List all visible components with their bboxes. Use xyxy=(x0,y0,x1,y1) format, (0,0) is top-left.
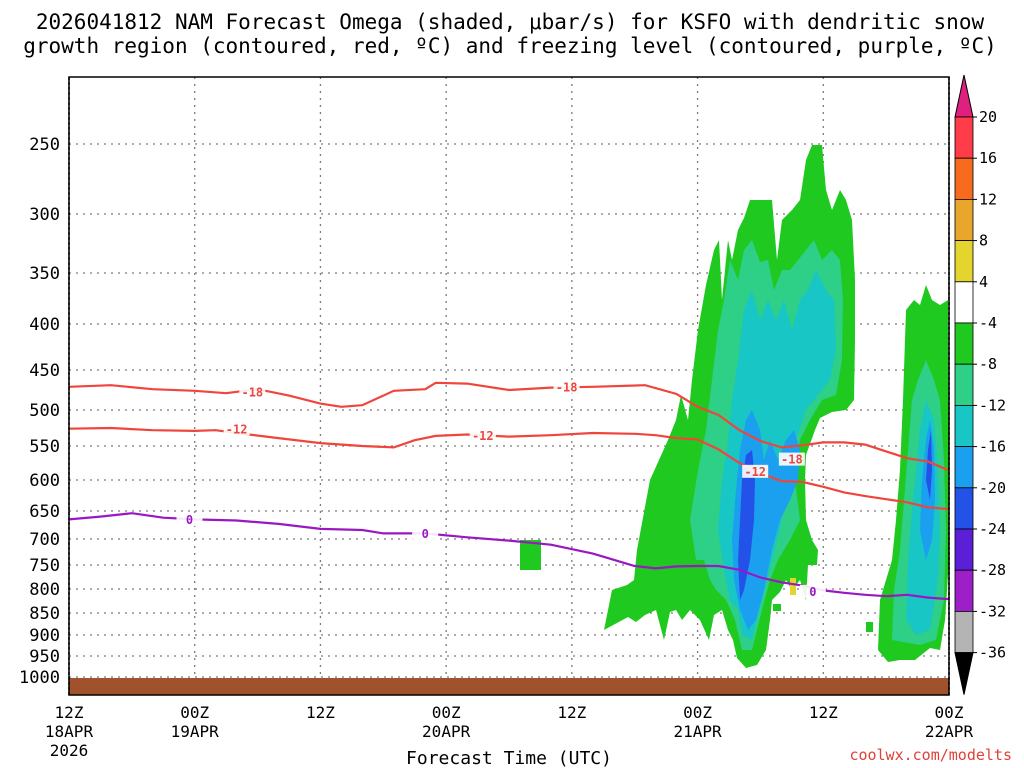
colorbar-swatch-9 xyxy=(954,487,974,530)
contour-label-0-0: -18 xyxy=(241,385,263,399)
y-tick-label-800: 800 xyxy=(29,580,60,600)
y-tick-label-600: 600 xyxy=(29,471,60,491)
y-tick-label-400: 400 xyxy=(29,315,60,335)
x-tick-label-3: 00Z xyxy=(432,703,461,722)
y-tick-label-300: 300 xyxy=(29,205,60,225)
y-tick-label-950: 950 xyxy=(29,647,60,667)
credit-text: coolwx.com/modelts xyxy=(849,746,1012,764)
contour-label-bg-2-2 xyxy=(799,584,826,598)
colorbar-label-10: -24 xyxy=(979,520,1006,538)
omega-region-dot2-green xyxy=(866,622,873,632)
x-axis-title: Forecast Time (UTC) xyxy=(406,748,612,768)
colorbar-swatch-6 xyxy=(954,363,974,406)
contour-label-bg-0-1 xyxy=(553,380,580,394)
colorbar-label-4: 4 xyxy=(979,273,988,291)
colorbar-label-12: -32 xyxy=(979,602,1006,620)
colorbar-swatch-2 xyxy=(954,198,974,241)
colorbar-label-6: -8 xyxy=(979,355,997,373)
x-tick-year-0: 2026 xyxy=(50,741,89,760)
chart-title-line-1: 2026041812 NAM Forecast Omega (shaded, μ… xyxy=(36,10,985,34)
colorbar-label-3: 8 xyxy=(979,232,988,250)
chart-title-line-2: growth region (contoured, red, ºC) and f… xyxy=(23,34,997,58)
omega-region-dot-green xyxy=(773,604,781,611)
contour-labels: -18 -18 -18 -12 -12 -12 0 0 0 xyxy=(176,380,826,599)
x-tick-label-1: 00Z xyxy=(180,703,209,722)
y-tick-label-900: 900 xyxy=(29,626,60,646)
y-tick-label-550: 550 xyxy=(29,437,60,457)
y-tick-label-250: 250 xyxy=(29,135,60,155)
y-tick-label-700: 700 xyxy=(29,530,60,550)
x-tick-label-5: 00Z xyxy=(683,703,712,722)
x-tick-label-2: 12Z xyxy=(306,703,335,722)
contour-label-bg-0-2 xyxy=(778,452,805,466)
omega-region-right-darkblue xyxy=(926,430,932,500)
y-tick-label-350: 350 xyxy=(29,264,60,284)
colorbar-label-11: -28 xyxy=(979,561,1006,579)
contour-label-bg-0-0 xyxy=(239,385,266,399)
x-tick-date-0: 18APR xyxy=(45,722,94,741)
contour-label-bg-2-0 xyxy=(176,512,203,526)
contour-label-2-2: 0 xyxy=(809,585,816,599)
colorbar-swatch-1 xyxy=(954,157,974,200)
x-tick-label-4: 12Z xyxy=(557,703,586,722)
colorbar-extend-bottom xyxy=(954,652,974,695)
colorbar-label-2: 12 xyxy=(979,190,997,208)
contour-line-2 xyxy=(69,512,949,601)
omega-region-yellow xyxy=(790,578,796,595)
y-tick-label-750: 750 xyxy=(29,556,60,576)
contour-label-1-2: -12 xyxy=(744,465,766,479)
contour-label-bg-2-1 xyxy=(412,526,439,540)
colorbar-extend-top xyxy=(954,74,974,118)
contour-label-bg-1-2 xyxy=(742,464,769,478)
y-tick-label-1000: 1000 xyxy=(19,668,60,688)
omega-shading xyxy=(520,145,949,668)
colorbar-label-7: -12 xyxy=(979,396,1006,414)
colorbar-label-5: -4 xyxy=(979,314,997,332)
y-tick-label-450: 450 xyxy=(29,361,60,381)
x-tick-label-7: 00Z xyxy=(935,703,964,722)
y-axis: 2503003504004505005506006507007508008509… xyxy=(19,135,60,688)
contour-label-bg-1-0 xyxy=(223,422,250,436)
plot-frame xyxy=(68,76,950,696)
colorbar-swatch-5 xyxy=(954,322,974,365)
x-tick-label-6: 12Z xyxy=(809,703,838,722)
colorbar-swatch-4 xyxy=(954,281,974,324)
colorbar-label-1: 16 xyxy=(979,149,997,167)
x-tick-date-1: 19APR xyxy=(171,722,220,741)
colorbar-swatch-3 xyxy=(954,240,974,283)
colorbar-label-9: -20 xyxy=(979,479,1006,497)
y-tick-label-850: 850 xyxy=(29,604,60,624)
omega-region-small-green xyxy=(520,540,541,570)
y-tick-label-500: 500 xyxy=(29,401,60,421)
contour-label-2-0: 0 xyxy=(186,513,193,527)
contour-label-0-1: -18 xyxy=(556,381,578,395)
y-tick-label-650: 650 xyxy=(29,502,60,522)
colorbar-swatch-12 xyxy=(954,611,974,654)
colorbar-label-8: -16 xyxy=(979,438,1006,456)
colorbar-label-0: 20 xyxy=(979,108,997,126)
colorbar-label-13: -36 xyxy=(979,644,1006,662)
contour-label-bg-1-1 xyxy=(469,428,496,442)
x-tick-date-3: 20APR xyxy=(422,722,471,741)
terrain-surface xyxy=(69,678,949,695)
colorbar: 20 16 12 8 4 -4 -8 -12 -16 -20 -24 -28 -32 -36 xyxy=(954,74,1006,695)
contour-label-0-2: -18 xyxy=(781,453,803,467)
colorbar-swatch-8 xyxy=(954,446,974,489)
x-tick-date-7: 22APR xyxy=(925,722,974,741)
contour-label-1-0: -12 xyxy=(226,422,248,436)
contour-label-2-1: 0 xyxy=(422,527,429,541)
x-tick-date-5: 21APR xyxy=(673,722,722,741)
colorbar-swatch-10 xyxy=(954,528,974,571)
colorbar-swatch-11 xyxy=(954,569,974,612)
colorbar-swatch-7 xyxy=(954,404,974,447)
x-tick-label-0: 12Z xyxy=(55,703,84,722)
colorbar-swatch-0 xyxy=(954,116,974,159)
contour-label-1-1: -12 xyxy=(472,429,494,443)
omega-region-main-darkblue xyxy=(738,450,755,600)
